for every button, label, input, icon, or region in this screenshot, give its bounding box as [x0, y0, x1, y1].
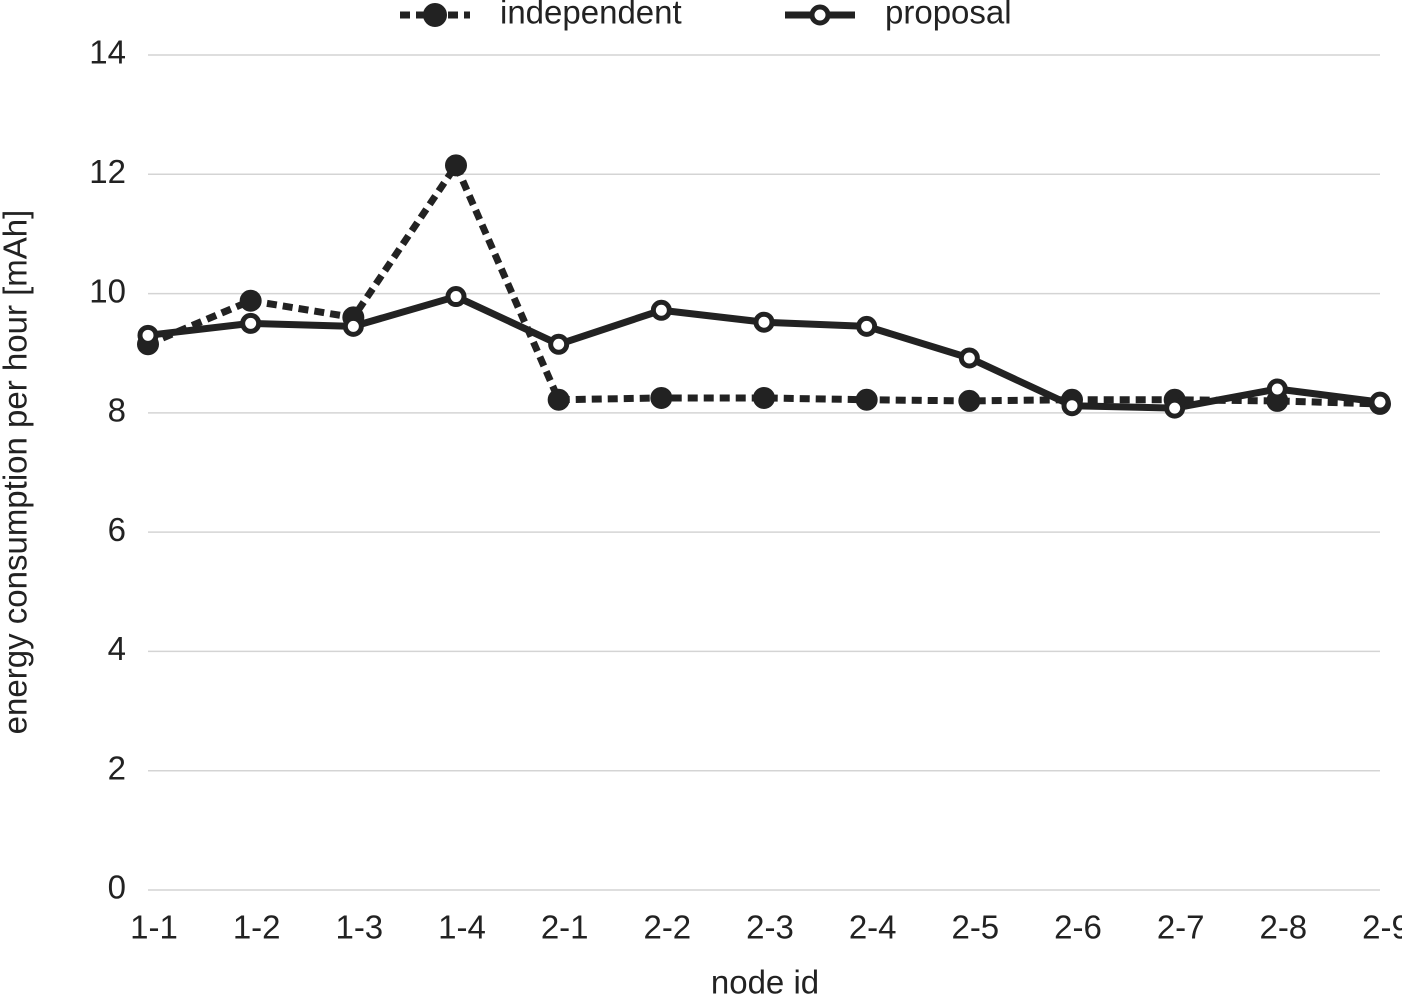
y-tick-label: 14 [89, 34, 126, 71]
y-tick-label: 12 [89, 153, 126, 190]
point [445, 286, 467, 308]
x-tick-label: 2-7 [1157, 909, 1205, 946]
point [958, 347, 980, 369]
legend-marker [809, 4, 831, 26]
x-tick-label: 1-3 [335, 909, 383, 946]
y-tick-label: 0 [108, 869, 126, 906]
y-axis-title: energy consumption per hour [mAh] [0, 210, 34, 735]
point [239, 289, 262, 312]
legend-marker [423, 3, 447, 27]
x-tick-label: 2-2 [643, 909, 691, 946]
x-tick-label: 2-1 [541, 909, 589, 946]
legend-label: proposal [885, 0, 1012, 31]
point [240, 312, 262, 334]
legend-label: independent [500, 0, 682, 31]
point [1061, 395, 1083, 417]
y-tick-label: 2 [108, 749, 126, 786]
y-tick-label: 8 [108, 392, 126, 429]
y-tick-label: 10 [89, 272, 126, 309]
point [650, 299, 672, 321]
series-line [146, 161, 1381, 408]
point [1164, 397, 1186, 419]
x-tick-label: 2-5 [951, 909, 999, 946]
point [650, 386, 673, 409]
x-tick-label: 2-6 [1054, 909, 1102, 946]
point [548, 333, 570, 355]
x-tick-label: 2-8 [1259, 909, 1307, 946]
y-tick-label: 6 [108, 511, 126, 548]
x-tick-label: 1-2 [233, 909, 281, 946]
x-axis-title: node id [711, 964, 819, 1000]
point [958, 389, 981, 412]
point [753, 311, 775, 333]
point [547, 388, 570, 411]
x-tick-label: 2-4 [849, 909, 897, 946]
point [1369, 391, 1391, 413]
point [137, 324, 159, 346]
point [753, 386, 775, 409]
x-tick-label: 1-1 [130, 909, 178, 946]
point [1266, 378, 1288, 400]
point [856, 315, 878, 337]
point [445, 154, 467, 177]
point [342, 315, 364, 337]
x-tick-label: 2-9 [1362, 909, 1402, 946]
x-tick-label: 2-3 [746, 909, 794, 946]
point [855, 388, 878, 411]
y-tick-label: 4 [108, 630, 126, 667]
x-tick-label: 1-4 [438, 909, 486, 946]
